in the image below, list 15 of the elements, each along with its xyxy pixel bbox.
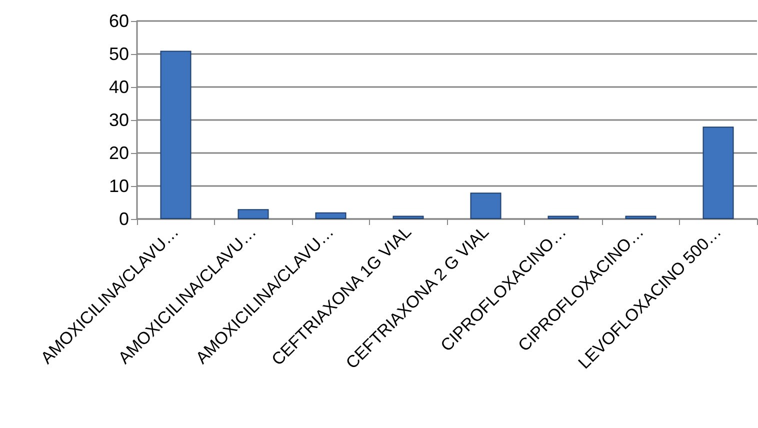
y-tick-label: 40 <box>108 77 129 97</box>
y-tick-label: 20 <box>108 143 129 163</box>
bar <box>160 50 192 219</box>
y-tick-label: 50 <box>108 44 129 64</box>
bar <box>625 216 656 219</box>
y-tick-label: 10 <box>108 176 129 196</box>
y-tick-label: 0 <box>118 209 129 229</box>
bar <box>315 212 346 219</box>
y-tick-label: 30 <box>108 110 129 130</box>
bar <box>470 192 502 219</box>
y-tick-label: 60 <box>108 11 129 31</box>
bar <box>238 209 269 219</box>
bar <box>548 216 579 219</box>
bar <box>392 216 424 219</box>
bar <box>702 126 734 219</box>
